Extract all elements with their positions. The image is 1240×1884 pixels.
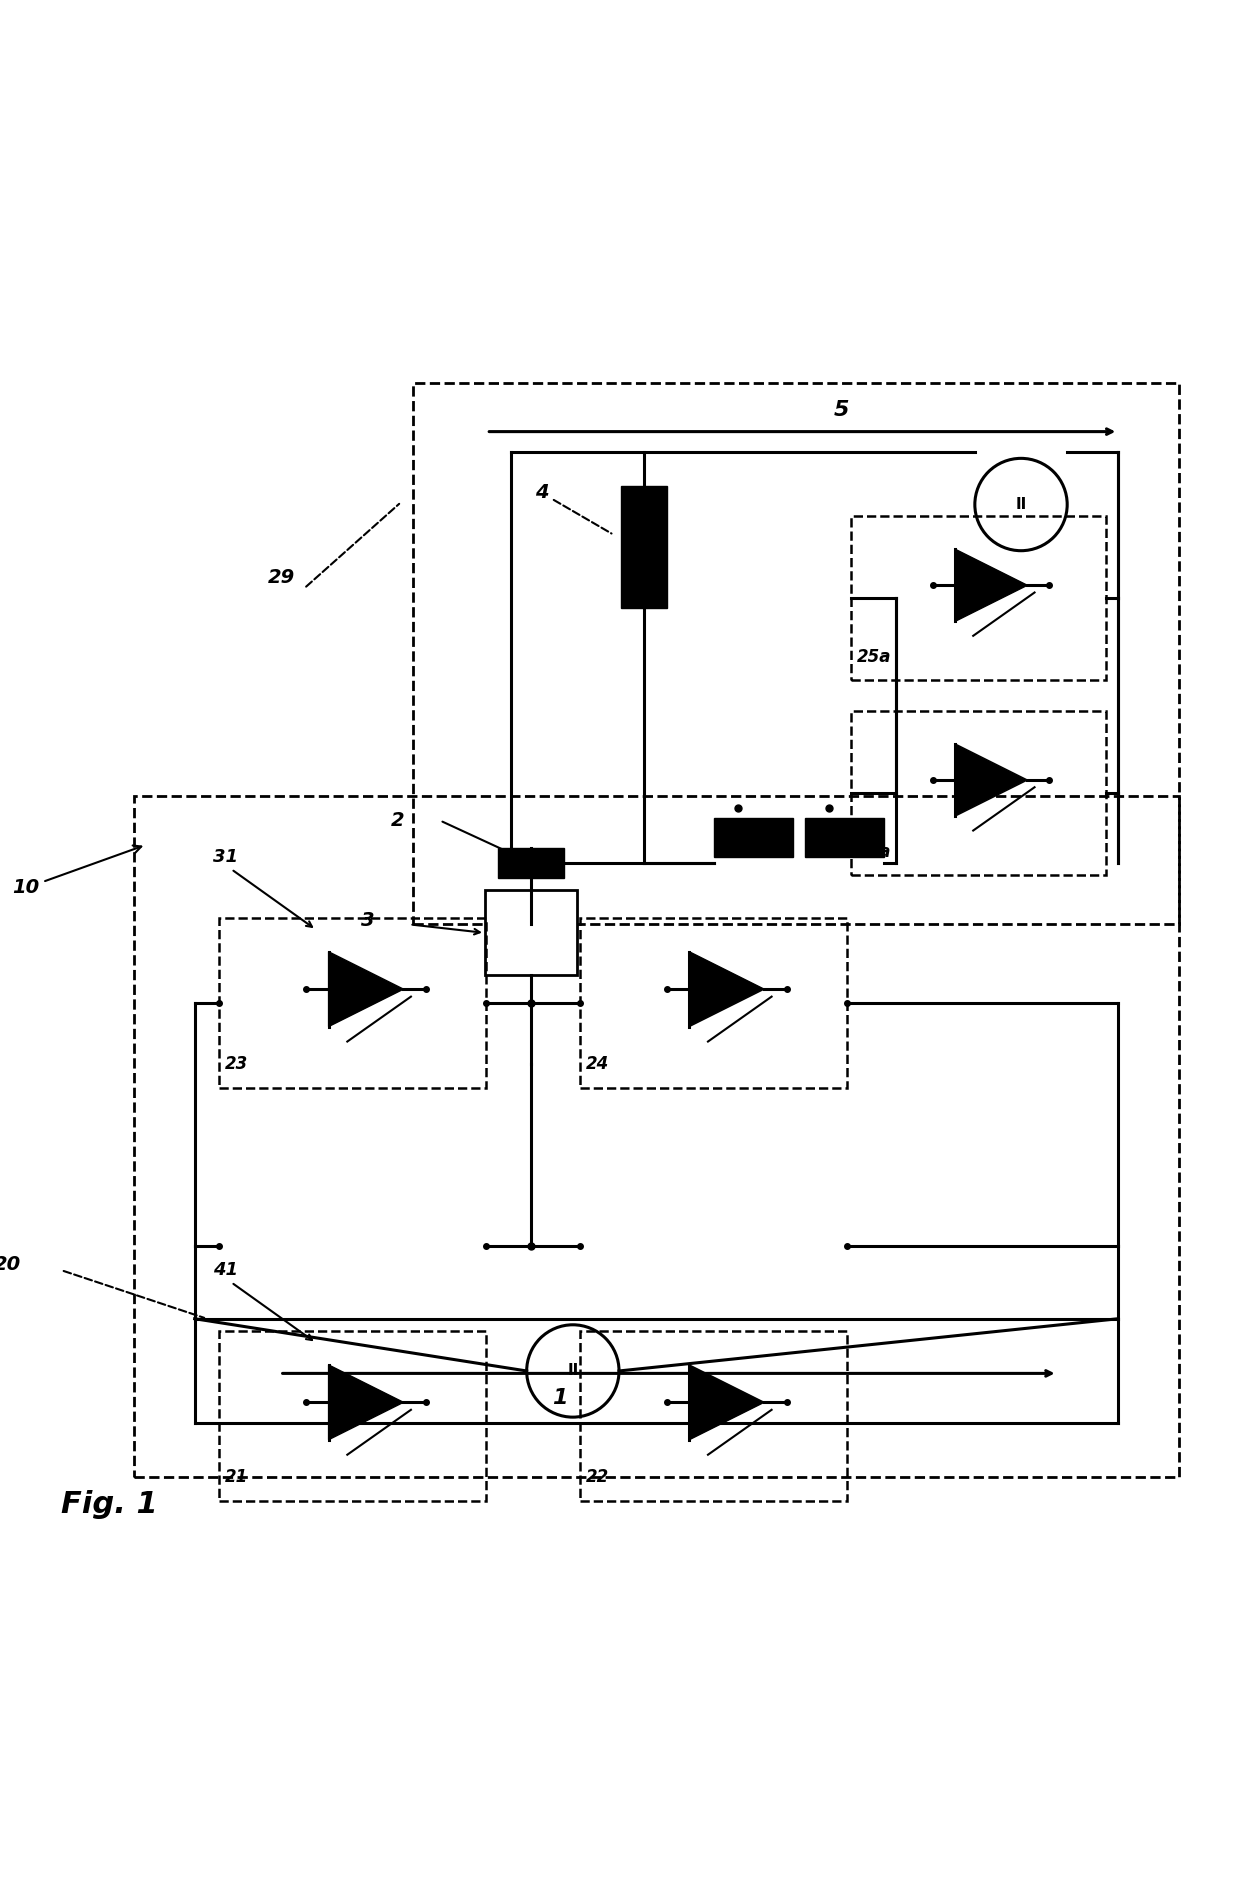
Polygon shape [329, 1364, 403, 1439]
Polygon shape [689, 951, 764, 1027]
Text: 3: 3 [361, 910, 374, 929]
Bar [851, 710, 1106, 876]
Polygon shape [955, 744, 1027, 816]
Polygon shape [955, 550, 1027, 622]
Text: 4: 4 [534, 484, 611, 533]
Bar [134, 797, 1179, 1477]
Bar [219, 1330, 486, 1502]
Bar [621, 486, 667, 609]
Bar [579, 918, 847, 1087]
Text: 5: 5 [833, 399, 849, 420]
Text: 24: 24 [585, 1055, 609, 1074]
Text: II: II [1016, 497, 1027, 512]
Bar [579, 1330, 847, 1502]
Text: 21: 21 [226, 1468, 248, 1486]
Text: 23: 23 [226, 1055, 248, 1074]
Text: 1: 1 [552, 1389, 568, 1407]
Text: II: II [567, 1364, 579, 1379]
Text: 26a: 26a [857, 842, 892, 861]
Bar [219, 918, 486, 1087]
Text: 22: 22 [585, 1468, 609, 1486]
Bar [714, 818, 794, 857]
Bar [486, 891, 577, 976]
Bar [805, 818, 884, 857]
Bar [851, 516, 1106, 680]
Text: 2: 2 [392, 810, 405, 831]
Text: 29: 29 [268, 569, 295, 588]
Text: 31: 31 [213, 848, 238, 867]
Bar [497, 848, 564, 878]
Polygon shape [329, 951, 403, 1027]
Text: 20: 20 [0, 1255, 21, 1274]
Polygon shape [689, 1364, 764, 1439]
Bar [413, 382, 1179, 923]
Text: 41: 41 [213, 1260, 238, 1279]
Text: 25a: 25a [857, 648, 892, 665]
Text: Fig. 1: Fig. 1 [61, 1490, 157, 1519]
Text: 10: 10 [12, 846, 141, 897]
